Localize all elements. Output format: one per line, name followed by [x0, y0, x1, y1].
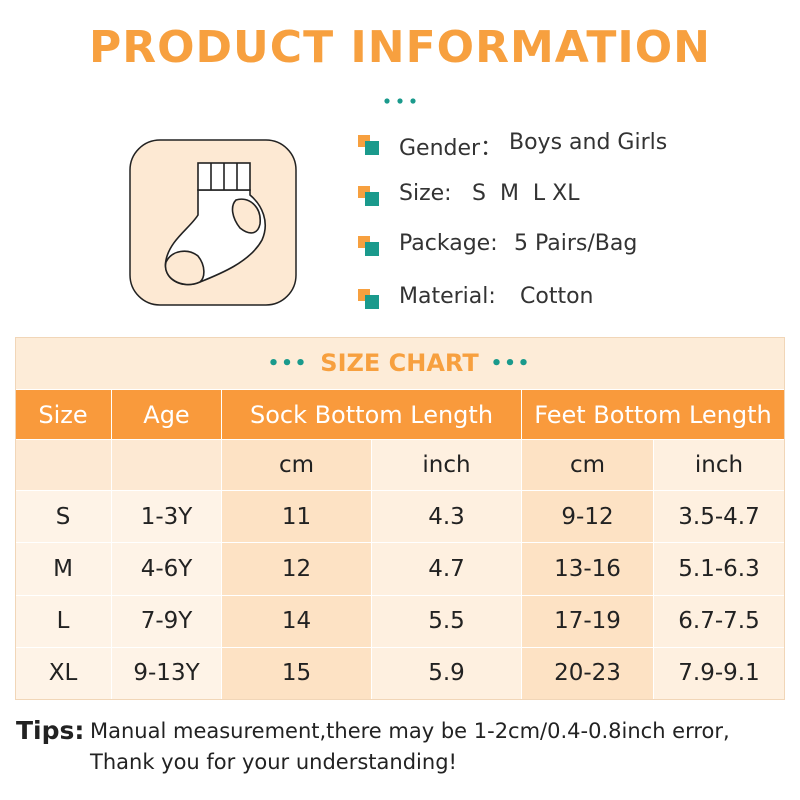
unit-cell: inch [372, 440, 522, 491]
unit-cell [112, 440, 222, 491]
table-cell: 15 [222, 647, 372, 700]
table-cell: 9-12 [522, 491, 654, 544]
header-cell: Age [112, 390, 222, 440]
unit-cell: cm [522, 440, 654, 491]
table-cell: 9-13Y [112, 647, 222, 700]
unit-cell: inch [654, 440, 785, 491]
info-value: S M L XL [472, 181, 580, 206]
table-cell: 3.5-4.7 [654, 491, 785, 544]
table-cell: 5.9 [372, 647, 522, 700]
table-cell: 13-16 [522, 543, 654, 596]
unit-cell [15, 440, 112, 491]
dots: ••• [267, 352, 309, 374]
table-cell: 17-19 [522, 595, 654, 648]
table-cell: 7-9Y [112, 595, 222, 648]
header-cell: Size [15, 390, 112, 440]
table-cell: 12 [222, 543, 372, 596]
tips-label: Tips: [16, 716, 85, 745]
table-cell: 4.3 [372, 491, 522, 544]
sock-icon [164, 162, 266, 286]
header-cell: Sock Bottom Length [222, 390, 522, 440]
table-cell: 20-23 [522, 647, 654, 700]
bullet [365, 242, 379, 256]
bullet [365, 295, 379, 309]
info-label: Size: [399, 181, 452, 206]
table-cell: 11 [222, 491, 372, 544]
tip-line: Thank you for your understanding! [90, 750, 457, 774]
info-label: Gender： [399, 136, 503, 161]
table-cell: S [15, 491, 112, 544]
table-cell: 4-6Y [112, 543, 222, 596]
size-chart-title-row: ••• SIZE CHART ••• [15, 337, 785, 390]
header-cell: Feet Bottom Length [522, 390, 785, 440]
unit-cell: cm [222, 440, 372, 491]
table-cell: XL [15, 647, 112, 700]
size-chart-title: SIZE CHART [320, 349, 479, 377]
table-cell: 6.7-7.5 [654, 595, 785, 648]
bullet [365, 141, 379, 155]
table-cell: 4.7 [372, 543, 522, 596]
info-value: Cotton [520, 284, 594, 309]
tip-line: Manual measurement,there may be 1-2cm/0.… [90, 719, 730, 743]
table-cell: 7.9-9.1 [654, 647, 785, 700]
page-title: PRODUCT INFORMATION [89, 22, 711, 73]
info-value: 5 Pairs/Bag [514, 231, 638, 256]
table-cell: 14 [222, 595, 372, 648]
table-cell: 5.5 [372, 595, 522, 648]
info-label: Package: [399, 231, 498, 256]
dots: ••• [490, 352, 532, 374]
info-value: Boys and Girls [509, 130, 668, 155]
table-cell: M [15, 543, 112, 596]
info-label: Material: [399, 284, 496, 309]
table-cell: 5.1-6.3 [654, 543, 785, 596]
bullet [365, 192, 379, 206]
table-cell: L [15, 595, 112, 648]
table-cell: 1-3Y [112, 491, 222, 544]
